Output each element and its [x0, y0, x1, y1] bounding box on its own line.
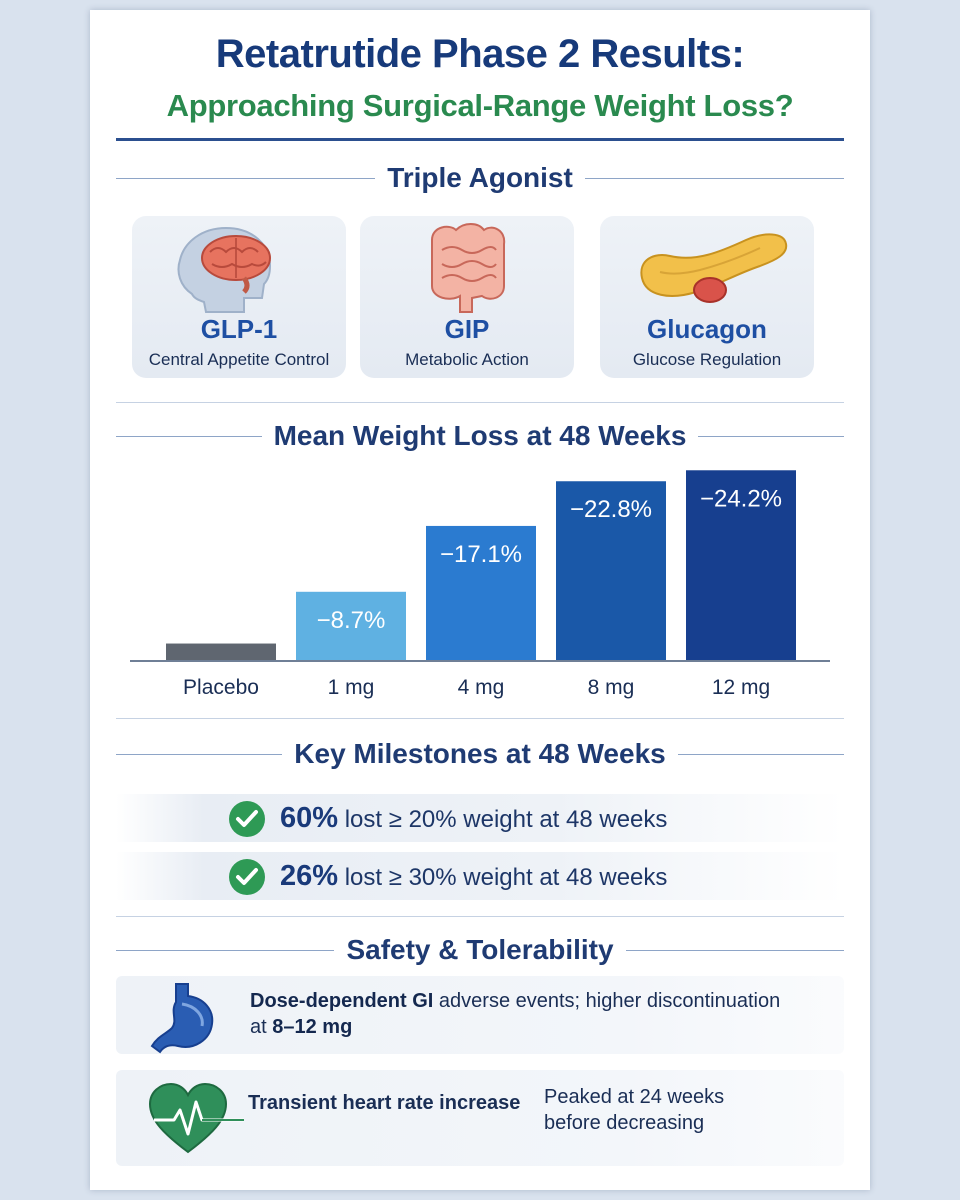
- check-circle-icon: [229, 859, 265, 895]
- bar-value-label: −22.8%: [570, 496, 652, 523]
- agonist-card-glp1: GLP-1 Central Appetite Control: [132, 216, 346, 378]
- section-heading-safety: Safety & Tolerability: [116, 932, 845, 968]
- gi-line2-bold: 8–12 mg: [272, 1016, 353, 1038]
- agonist-desc: Glucose Regulation: [632, 350, 782, 369]
- infographic-card: Retatrutide Phase 2 Results: Approaching…: [90, 10, 870, 1190]
- bar-4-mg: [426, 525, 536, 660]
- section-heading-milestones: Key Milestones at 48 Weeks: [116, 736, 844, 772]
- milestone-row: 60% lost ≥ 20% weight at 48 weeks: [116, 794, 844, 842]
- page-title: Retatrutide Phase 2 Results:: [215, 32, 745, 76]
- bar-value-label: −24.2%: [700, 485, 782, 512]
- bar-value-label: −17.1%: [440, 541, 522, 568]
- category-label: 8 mg: [588, 676, 635, 699]
- bar-1-mg: [296, 591, 406, 660]
- agonist-name: GIP: [444, 314, 490, 344]
- page-subtitle: Approaching Surgical-Range Weight Loss?: [166, 88, 794, 123]
- category-label: 4 mg: [458, 676, 505, 699]
- bar-placebo: [166, 643, 276, 660]
- stomach-icon: [150, 983, 214, 1054]
- milestone-text: lost ≥ 30% weight at 48 weeks: [344, 864, 668, 891]
- pancreas-icon: [640, 233, 788, 303]
- check-circle-icon: [229, 801, 265, 837]
- agonist-desc: Metabolic Action: [405, 350, 529, 369]
- agonist-card-gip: GIP Metabolic Action: [360, 216, 574, 378]
- section-heading-weight-loss: Mean Weight Loss at 48 Weeks: [116, 418, 845, 454]
- hr-line1: Peaked at 24 weeks: [544, 1086, 725, 1108]
- hr-bold: Transient heart rate increase: [248, 1092, 521, 1114]
- brain-icon: [177, 226, 272, 313]
- section-heading-agonist: Triple Agonist: [116, 160, 845, 196]
- milestone-text: lost ≥ 20% weight at 48 weeks: [344, 806, 668, 833]
- milestone-pct: 60%: [280, 802, 339, 834]
- category-label: Placebo: [183, 676, 259, 699]
- category-label: 12 mg: [712, 676, 770, 699]
- weight-loss-bar-chart: −2.1%Placebo −8.7% 1 mg −17.1% 4 mg −22.8% 8 m…: [130, 470, 830, 699]
- gi-line2-prefix: at: [250, 1016, 273, 1038]
- bar-12-mg: [686, 470, 796, 660]
- category-label: 1 mg: [328, 676, 375, 699]
- gi-text: adverse events; higher discontinuation: [433, 990, 781, 1012]
- hr-line2: before decreasing: [544, 1112, 705, 1134]
- heart-rate-icon: [148, 1082, 244, 1154]
- milestone-pct: 26%: [280, 860, 339, 892]
- agonist-card-glucagon: Glucagon Glucose Regulation: [600, 216, 814, 378]
- safety-heart-row: Transient heart rate increase Peaked at …: [116, 1070, 844, 1166]
- bar-value-label: −2.1%: [187, 659, 256, 686]
- milestone-row: 26% lost ≥ 30% weight at 48 weeks: [116, 852, 844, 900]
- title-divider: [116, 138, 844, 141]
- bar-8-mg: [556, 481, 666, 660]
- gi-bold: Dose-dependent GI: [250, 990, 434, 1012]
- agonist-name: GLP-1: [200, 314, 278, 344]
- bar-value-label: −8.7%: [317, 607, 386, 634]
- safety-gi-row: Dose-dependent GI adverse events; higher…: [116, 976, 844, 1054]
- agonist-name: Glucagon: [647, 314, 767, 344]
- agonist-desc: Central Appetite Control: [148, 350, 330, 369]
- divider: [116, 916, 844, 917]
- divider: [116, 718, 844, 719]
- divider: [116, 402, 844, 403]
- intestine-icon: [431, 223, 506, 313]
